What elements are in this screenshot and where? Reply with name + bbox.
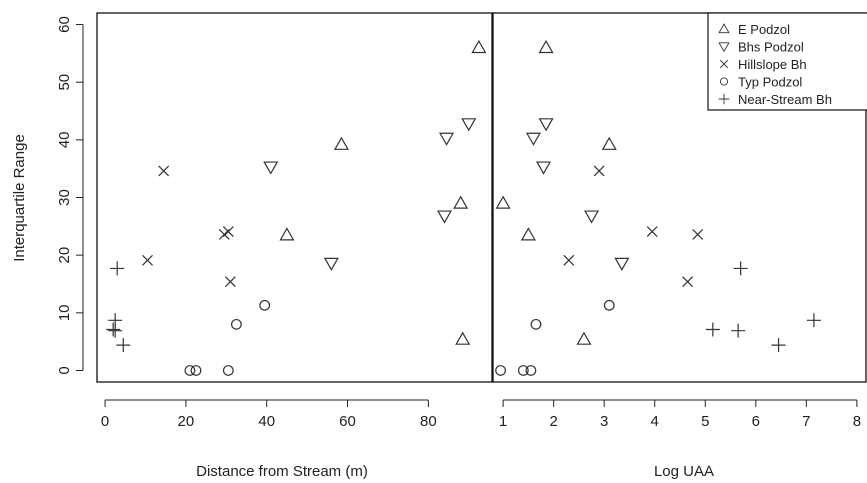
plot-frame [96,12,493,383]
data-point-circle [259,299,271,311]
x-tick-label: 40 [258,413,275,430]
data-point-triangle-up [601,136,617,150]
data-point-triangle-up [471,39,487,54]
data-point-triangle-up [576,331,592,345]
x-tick-label: 80 [420,413,437,430]
data-point-triangle-down [436,210,453,224]
data-point-plus [108,323,123,338]
data-point-triangle-up [453,195,469,209]
x-tick-label: 3 [600,413,608,430]
data-point-plus [106,322,121,337]
data-point-circle [495,365,506,376]
data-point-triangle-up [520,227,536,241]
data-point-triangle-up [333,136,350,150]
data-point-cross [692,228,704,240]
data-point-cross [142,254,153,266]
legend-label: E Podzol [738,22,790,37]
data-point-circle [525,365,537,376]
data-point-triangle-up [538,39,554,54]
x-tick-label: 5 [701,413,709,430]
y-tick-label: 20 [56,247,73,264]
data-point-cross [682,276,694,288]
data-point-plus [110,261,125,276]
data-point-triangle-up [455,331,471,345]
y-axis-label: Interquartile Range [11,134,28,262]
x-tick-label: 60 [339,413,356,430]
data-point-triangle-down [614,257,630,271]
legend-marker-circle [719,77,729,86]
data-point-plus [116,338,131,353]
data-point-triangle-down [263,161,279,175]
data-point-triangle-down [536,161,552,175]
data-point-plus [705,322,720,337]
x-tick-label: 6 [752,413,760,430]
data-point-circle [603,299,615,311]
data-point-cross [646,226,658,237]
legend-box [707,12,867,111]
y-tick-label: 50 [56,74,73,91]
data-point-triangle-up [495,195,511,209]
data-point-circle [190,365,202,376]
x-tick-label: 1 [499,413,507,430]
x-tick-label: 8 [853,413,861,430]
data-point-triangle-down [461,118,477,132]
data-point-cross [218,228,230,240]
y-tick-label: 10 [56,304,73,321]
x-axis-label-left: Distance from Stream (m) [196,463,368,480]
data-point-circle [231,318,242,330]
legend-marker-cross [719,59,729,69]
data-point-triangle-up [279,227,295,241]
data-point-circle [184,365,196,376]
plot-frame [492,12,867,383]
x-tick-label: 20 [178,413,195,430]
x-tick-label: 4 [651,413,659,430]
right-panel: 1 2 3 4 5 6 7 8 [492,12,867,430]
data-point-cross [593,165,605,177]
y-tick-label: 40 [56,132,73,149]
x-tick-label: 0 [101,413,109,430]
data-point-circle [222,365,234,376]
y-tick-label: 30 [56,189,73,206]
legend-label: Near-Stream Bh [738,92,832,107]
y-tick-label: 0 [56,366,73,374]
data-point-triangle-down [538,118,554,132]
data-point-plus [771,338,786,353]
data-point-plus [733,261,748,276]
legend-marker-plus [718,93,730,105]
data-point-cross [563,254,575,266]
data-point-triangle-down [525,132,541,146]
legend-label: Bhs Podzol [738,40,804,55]
x-axis-label-right: Log UAA [654,463,714,480]
data-point-cross [224,276,236,288]
data-point-plus [731,323,746,338]
x-tick-label: 2 [549,413,557,430]
data-point-triangle-down [323,257,339,271]
legend-marker-triangle-up [718,23,730,34]
x-tick-label: 7 [802,413,810,430]
y-tick-label: 60 [56,16,73,33]
data-point-triangle-down [438,132,455,146]
legend-label: Typ Podzol [738,75,802,90]
data-point-plus [806,313,821,328]
left-panel: 0 20 40 60 80 0 10 20 30 40 50 60 [56,12,493,430]
data-point-triangle-down [584,210,600,224]
legend-marker-triangle-down [718,42,730,53]
legend-label: Hillslope Bh [738,57,807,72]
data-point-circle [517,365,529,376]
legend: E Podzol Bhs Podzol Hillslope Bh Typ Podzol… [707,12,867,111]
data-point-circle [530,318,542,330]
data-point-cross [158,165,170,177]
